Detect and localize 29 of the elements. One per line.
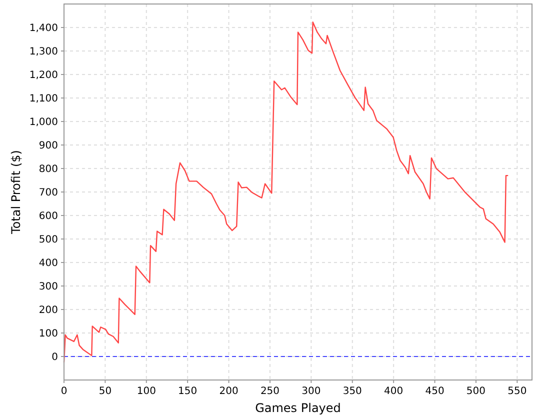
y-tick-label: 1,000	[29, 117, 58, 128]
y-tick-label: 1,100	[29, 94, 58, 104]
y-tick-label: 100	[38, 328, 58, 340]
x-tick-label: 0	[60, 386, 68, 397]
y-tick-label: 600	[38, 211, 58, 222]
x-tick-label: 50	[98, 386, 112, 397]
y-tick-label: 0	[52, 352, 58, 363]
y-tick-label: 300	[38, 282, 58, 292]
x-tick-label: 150	[178, 386, 198, 397]
y-tick-label: 500	[38, 234, 58, 246]
y-tick-label: 1,200	[29, 70, 58, 81]
x-tick-label: 250	[260, 386, 280, 397]
x-tick-label: 350	[342, 386, 362, 397]
y-tick-label: 900	[38, 140, 58, 152]
x-tick-label: 300	[302, 386, 321, 397]
y-axis-title: Total Profit ($)	[9, 150, 23, 235]
x-tick-label: 550	[508, 386, 527, 397]
x-tick-label: 200	[219, 386, 238, 397]
y-tick-label: 700	[38, 188, 58, 198]
y-tick-label: 200	[38, 305, 58, 316]
x-tick-label: 450	[425, 386, 444, 397]
x-tick-label: 500	[466, 386, 486, 397]
x-tick-label: 400	[384, 386, 404, 397]
y-tick-label: 1,300	[29, 46, 58, 58]
y-tick-label: 1,400	[29, 23, 58, 34]
x-tick-label: 100	[136, 386, 156, 397]
y-tick-label: 400	[38, 258, 58, 269]
x-axis-title: Games Played	[255, 401, 341, 415]
y-tick-label: 800	[38, 164, 58, 175]
